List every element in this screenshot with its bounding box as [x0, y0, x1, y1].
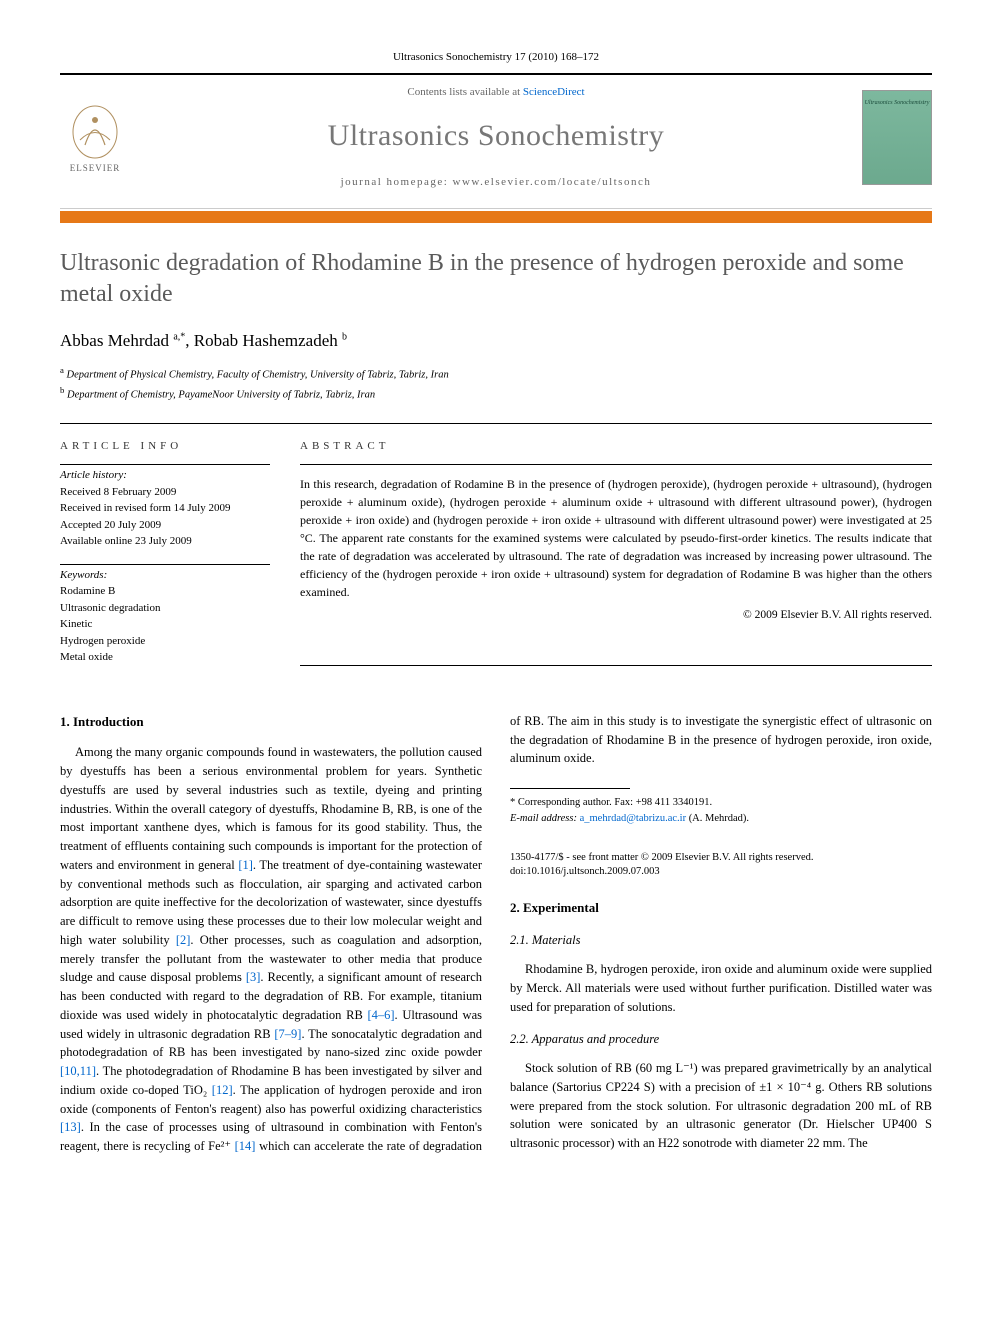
journal-homepage: journal homepage: www.elsevier.com/locat…: [130, 175, 862, 190]
email-link[interactable]: a_mehrdad@tabrizu.ac.ir: [580, 813, 686, 824]
citation-link[interactable]: [13]: [60, 1120, 81, 1134]
orange-divider: [60, 211, 932, 223]
article-body: 1. Introduction Among the many organic c…: [60, 712, 932, 1156]
keywords-head: Keywords:: [60, 567, 270, 584]
abstract-block: ABSTRACT In this research, degradation o…: [300, 438, 932, 680]
citation-link[interactable]: [3]: [246, 970, 261, 984]
journal-header: ELSEVIER Contents lists available at Sci…: [60, 73, 932, 209]
divider: [60, 423, 932, 424]
experimental-heading: 2. Experimental: [510, 898, 932, 918]
doi-line: doi:10.1016/j.ultsonch.2009.07.003: [510, 865, 932, 880]
citation-link[interactable]: [7–9]: [274, 1027, 301, 1041]
homepage-prefix: journal homepage:: [341, 176, 453, 188]
affiliations: a Department of Physical Chemistry, Facu…: [60, 364, 932, 403]
abstract-label: ABSTRACT: [300, 438, 932, 455]
materials-paragraph: Rhodamine B, hydrogen peroxide, iron oxi…: [510, 960, 932, 1016]
article-info: ARTICLE INFO Article history: Received 8…: [60, 438, 270, 680]
history-line: Accepted 20 July 2009: [60, 517, 270, 534]
publisher-name: ELSEVIER: [70, 162, 121, 175]
history-line: Received in revised form 14 July 2009: [60, 500, 270, 517]
citation-link[interactable]: [10,11]: [60, 1064, 96, 1078]
intro-heading: 1. Introduction: [60, 712, 482, 732]
affiliation-b: Department of Chemistry, PayameNoor Univ…: [67, 389, 375, 400]
keyword: Metal oxide: [60, 649, 270, 666]
contents-line: Contents lists available at ScienceDirec…: [130, 85, 862, 100]
citation-link[interactable]: [1]: [238, 858, 253, 872]
corr-line: * Corresponding author. Fax: +98 411 334…: [510, 795, 932, 811]
history-line: Received 8 February 2009: [60, 484, 270, 501]
journal-cover-thumbnail: Ultrasonics Sonochemistry: [862, 90, 932, 185]
homepage-url[interactable]: www.elsevier.com/locate/ultsonch: [453, 176, 652, 188]
citation-link[interactable]: [2]: [176, 933, 191, 947]
affiliation-a: Department of Physical Chemistry, Facult…: [67, 370, 449, 381]
apparatus-heading: 2.2. Apparatus and procedure: [510, 1030, 932, 1049]
cover-label: Ultrasonics Sonochemistry: [865, 99, 930, 107]
citation-link[interactable]: [14]: [235, 1139, 256, 1153]
citation-link[interactable]: [4–6]: [367, 1008, 394, 1022]
contents-prefix: Contents lists available at: [407, 86, 522, 98]
journal-reference: Ultrasonics Sonochemistry 17 (2010) 168–…: [60, 50, 932, 65]
copyright-block: 1350-4177/$ - see front matter © 2009 El…: [510, 851, 932, 880]
footnote-separator: [510, 788, 630, 789]
abstract-text: In this research, degradation of Rodamin…: [300, 475, 932, 601]
elsevier-logo: ELSEVIER: [60, 98, 130, 178]
email-suffix: (A. Mehrdad).: [686, 813, 749, 824]
keyword: Rodamine B: [60, 583, 270, 600]
keyword: Ultrasonic degradation: [60, 600, 270, 617]
info-label: ARTICLE INFO: [60, 438, 270, 455]
sciencedirect-link[interactable]: ScienceDirect: [523, 86, 585, 98]
keyword: Kinetic: [60, 616, 270, 633]
issn-line: 1350-4177/$ - see front matter © 2009 El…: [510, 851, 932, 866]
abstract-copyright: © 2009 Elsevier B.V. All rights reserved…: [300, 607, 932, 624]
apparatus-paragraph: Stock solution of RB (60 mg L⁻¹) was pre…: [510, 1059, 932, 1153]
corresponding-author-note: * Corresponding author. Fax: +98 411 334…: [510, 795, 932, 827]
article-title: Ultrasonic degradation of Rhodamine B in…: [60, 248, 932, 310]
authors: Abbas Mehrdad a,*, Robab Hashemzadeh b: [60, 329, 932, 353]
history-line: Available online 23 July 2009: [60, 533, 270, 550]
email-label: E-mail address:: [510, 813, 580, 824]
citation-link[interactable]: [12]: [212, 1083, 233, 1097]
journal-name: Ultrasonics Sonochemistry: [130, 115, 862, 157]
history-head: Article history:: [60, 467, 270, 484]
materials-heading: 2.1. Materials: [510, 931, 932, 950]
keyword: Hydrogen peroxide: [60, 633, 270, 650]
